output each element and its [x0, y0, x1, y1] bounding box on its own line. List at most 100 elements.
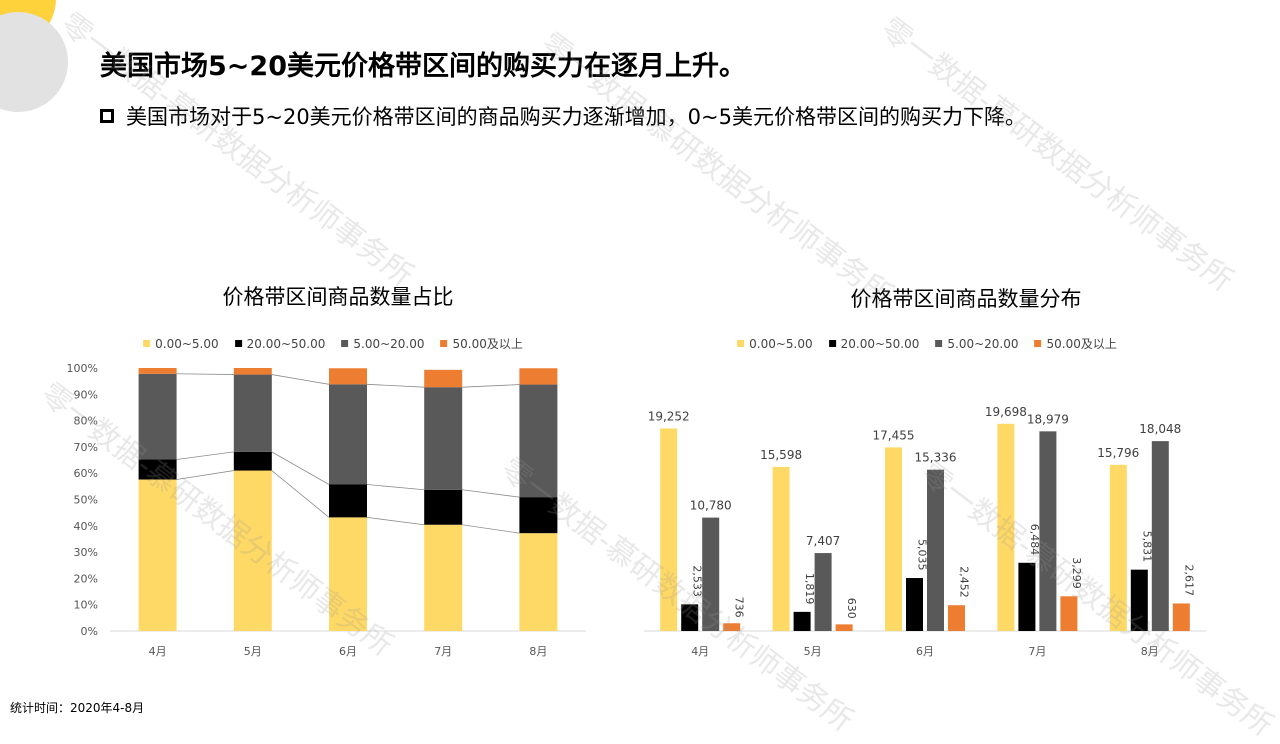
- data-label: 19,698: [985, 405, 1027, 419]
- legend-item: 0.00~5.00: [143, 335, 219, 352]
- bar-segment: [424, 387, 463, 490]
- bar: [1151, 441, 1169, 631]
- bar-segment: [233, 374, 272, 452]
- legend-swatch: [828, 340, 836, 347]
- x-tick-label: 5月: [244, 645, 262, 658]
- legend-label: 0.00~5.00: [749, 336, 813, 351]
- legend-item: 50.00及以上: [1034, 335, 1117, 352]
- legend-item: 20.00~50.00: [828, 335, 919, 352]
- legend-item: 5.00~20.00: [935, 335, 1019, 352]
- bar-segment: [233, 470, 272, 631]
- bar-segment: [329, 384, 367, 485]
- x-tick-label: 6月: [916, 645, 934, 658]
- bar: [702, 517, 720, 631]
- bar-segment: [519, 533, 558, 631]
- series-line: [176, 451, 234, 460]
- series-line: [366, 516, 425, 526]
- bar: [681, 604, 699, 631]
- y-tick-label: 60%: [74, 467, 98, 480]
- x-tick-label: 8月: [1141, 645, 1159, 658]
- series-line: [462, 384, 520, 388]
- data-label: 3,299: [1070, 557, 1083, 589]
- bar-segment: [424, 489, 463, 525]
- x-tick-label: 8月: [529, 645, 547, 658]
- bar: [948, 605, 965, 631]
- legend-item: 20.00~50.00: [234, 335, 326, 352]
- bar-segment: [138, 479, 177, 631]
- series-line: [271, 374, 330, 385]
- bar-segment: [519, 368, 558, 385]
- y-tick-label: 100%: [67, 362, 98, 375]
- bar: [927, 469, 944, 631]
- y-tick-label: 70%: [74, 441, 98, 454]
- bar: [660, 428, 678, 631]
- data-label: 18,979: [1027, 412, 1069, 426]
- bar: [1130, 569, 1148, 631]
- data-label: 7,407: [806, 534, 840, 548]
- data-label: 2,617: [1182, 564, 1195, 596]
- series-line: [271, 470, 330, 518]
- legend-swatch: [234, 340, 242, 347]
- y-tick-label: 50%: [74, 494, 98, 507]
- footnote: 统计时间：2020年4-8月: [10, 701, 145, 715]
- bar: [1060, 596, 1078, 631]
- series-line: [176, 373, 234, 375]
- bar-segment: [329, 368, 367, 385]
- clustered-bar-chart: 19,252 2,533 10,780 736 4月 15,598 1,819 7,407 63…: [644, 405, 1206, 658]
- right-chart-title: 价格带区间商品数量分布: [850, 287, 1082, 311]
- data-label: 5,831: [1140, 531, 1153, 563]
- legend-item: 5.00~20.00: [341, 335, 425, 352]
- bar: [997, 423, 1015, 631]
- bullet-text: 美国市场对于5~20美元价格带区间的商品购买力逐渐增加，0~5美元价格带区间的购…: [126, 105, 1026, 129]
- bar: [814, 553, 832, 631]
- bar-segment: [424, 524, 463, 631]
- bar: [772, 466, 790, 631]
- bar-segment: [424, 369, 463, 388]
- bar-segment: [233, 368, 272, 375]
- bar-segment: [138, 459, 177, 480]
- bar: [793, 611, 811, 631]
- x-tick-label: 7月: [434, 645, 452, 658]
- data-label: 6,484: [1028, 524, 1041, 556]
- y-tick-label: 0%: [81, 625, 98, 638]
- right-chart-legend: 0.00~5.00 20.00~50.00 5.00~20.00 50.00及以上: [737, 335, 1117, 352]
- bar-segment: [329, 517, 367, 631]
- x-tick-label: 5月: [804, 645, 822, 658]
- legend-label: 50.00及以上: [1046, 337, 1117, 351]
- x-tick-label: 6月: [339, 645, 357, 658]
- legend-swatch: [737, 340, 745, 347]
- bar-segment: [233, 451, 272, 471]
- data-label: 630: [845, 598, 858, 619]
- bar: [885, 447, 902, 631]
- legend-label: 5.00~20.00: [353, 336, 425, 351]
- y-tick-label: 20%: [74, 572, 98, 585]
- data-label: 2,452: [958, 566, 971, 598]
- bar: [835, 624, 853, 631]
- legend-label: 0.00~5.00: [155, 336, 219, 351]
- legend-item: 0.00~5.00: [737, 335, 813, 352]
- y-tick-label: 40%: [74, 520, 98, 533]
- bar: [1172, 603, 1190, 631]
- page-title: 美国市场5~20美元价格带区间的购买力在逐月上升。: [100, 51, 746, 82]
- bar: [723, 623, 741, 631]
- bar: [906, 578, 923, 631]
- data-label: 18,048: [1139, 422, 1181, 436]
- bar-segment: [519, 384, 558, 498]
- legend-swatch: [440, 340, 448, 347]
- y-tick-label: 30%: [74, 546, 98, 559]
- y-tick-label: 80%: [74, 415, 98, 428]
- bar: [1039, 431, 1057, 631]
- data-label: 2,533: [691, 565, 704, 597]
- data-label: 15,796: [1097, 446, 1139, 460]
- legend-label: 20.00~50.00: [246, 336, 326, 351]
- legend-item: 50.00及以上: [440, 335, 523, 352]
- bar-segment: [329, 484, 367, 518]
- bar-segment: [138, 368, 177, 374]
- left-chart-legend: 0.00~5.00 20.00~50.00 5.00~20.00 50.00及以上: [143, 335, 523, 352]
- bar: [1109, 464, 1127, 631]
- bar-segment: [138, 373, 177, 460]
- legend-label: 5.00~20.00: [947, 336, 1019, 351]
- data-label: 5,035: [916, 539, 929, 571]
- stacked-percent-bar-chart: 0% 10% 20% 30% 40% 50% 60% 70% 80% 90% 100% 4月 5月 6月 7…: [67, 362, 586, 658]
- series-line: [271, 451, 330, 485]
